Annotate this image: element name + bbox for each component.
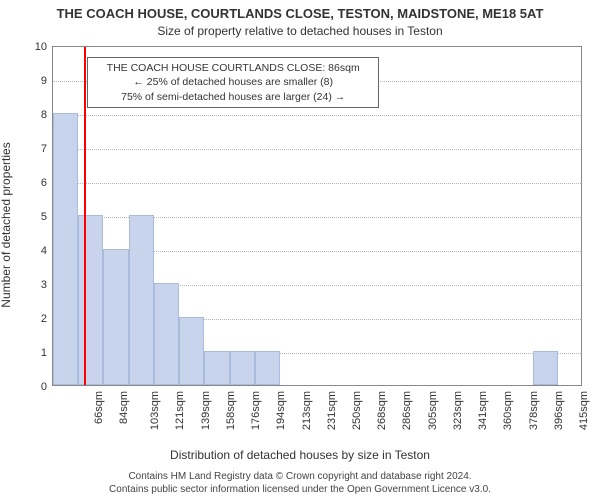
x-tick-label: 341sqm [477, 391, 489, 430]
footer-line-2: Contains public sector information licen… [0, 483, 600, 496]
chart-title-sub: Size of property relative to detached ho… [0, 24, 600, 38]
chart-title-main: THE COACH HOUSE, COURTLANDS CLOSE, TESTO… [0, 6, 600, 21]
y-tick-label: 6 [41, 177, 53, 189]
x-tick-label: 323sqm [452, 391, 464, 430]
x-tick-label: 286sqm [402, 391, 414, 430]
bar [255, 351, 280, 385]
x-axis-label: Distribution of detached houses by size … [0, 448, 600, 462]
plot-area: 01234567891066sqm84sqm103sqm121sqm139sqm… [52, 46, 582, 386]
bar [230, 351, 255, 385]
y-tick-label: 4 [41, 245, 53, 257]
annotation-line: ← 25% of detached houses are smaller (8) [96, 75, 370, 89]
grid-line [53, 115, 581, 116]
x-tick-label: 66sqm [93, 391, 105, 424]
y-tick-label: 5 [41, 211, 53, 223]
y-axis-label: Number of detached properties [0, 142, 13, 307]
y-tick-label: 1 [41, 347, 53, 359]
y-tick-label: 10 [35, 41, 53, 53]
chart-container: THE COACH HOUSE, COURTLANDS CLOSE, TESTO… [0, 0, 600, 500]
bar [53, 113, 78, 385]
bar [78, 215, 103, 385]
footer-line-1: Contains HM Land Registry data © Crown c… [0, 470, 600, 483]
x-tick-label: 268sqm [376, 391, 388, 430]
annotation-box: THE COACH HOUSE COURTLANDS CLOSE: 86sqm←… [87, 57, 379, 108]
bar [103, 249, 128, 385]
x-tick-label: 84sqm [118, 391, 130, 424]
x-tick-label: 396sqm [553, 391, 565, 430]
x-tick-label: 378sqm [528, 391, 540, 430]
y-tick-label: 0 [41, 381, 53, 393]
x-tick-label: 231sqm [326, 391, 338, 430]
y-tick-label: 9 [41, 75, 53, 87]
x-tick-label: 121sqm [174, 391, 186, 430]
bar [179, 317, 204, 385]
y-tick-label: 2 [41, 313, 53, 325]
x-tick-label: 250sqm [351, 391, 363, 430]
x-tick-label: 213sqm [301, 391, 313, 430]
x-tick-label: 415sqm [578, 391, 590, 430]
bar [533, 351, 558, 385]
x-tick-label: 176sqm [250, 391, 262, 430]
annotation-line: 75% of semi-detached houses are larger (… [96, 90, 370, 104]
annotation-line: THE COACH HOUSE COURTLANDS CLOSE: 86sqm [96, 61, 370, 75]
y-tick-label: 7 [41, 143, 53, 155]
y-tick-label: 3 [41, 279, 53, 291]
y-tick-label: 8 [41, 109, 53, 121]
x-tick-label: 305sqm [427, 391, 439, 430]
x-tick-label: 360sqm [503, 391, 515, 430]
grid-line [53, 149, 581, 150]
marker-line [84, 47, 86, 385]
x-tick-label: 194sqm [275, 391, 287, 430]
bar [129, 215, 154, 385]
chart-footer: Contains HM Land Registry data © Crown c… [0, 470, 600, 496]
bar [204, 351, 229, 385]
bar [154, 283, 179, 385]
grid-line [53, 183, 581, 184]
x-tick-label: 103sqm [149, 391, 161, 430]
x-tick-label: 158sqm [225, 391, 237, 430]
x-tick-label: 139sqm [200, 391, 212, 430]
